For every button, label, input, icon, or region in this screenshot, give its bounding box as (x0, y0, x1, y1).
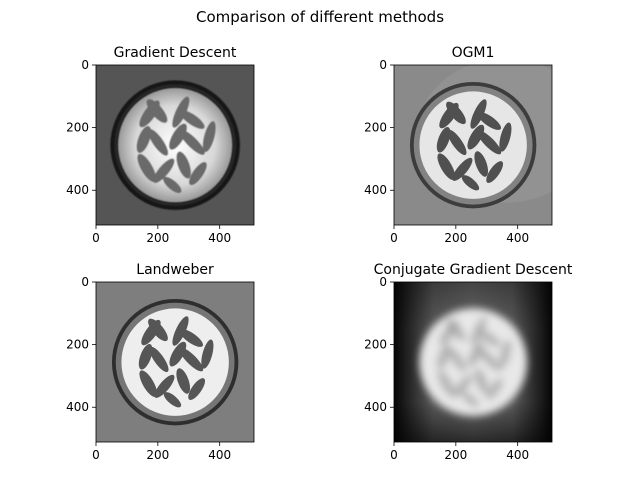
y-tick-label: 400 (364, 183, 387, 197)
y-tick-label: 400 (364, 400, 387, 414)
y-tick-label: 0 (81, 58, 89, 72)
x-tick-label: 200 (146, 231, 169, 245)
subplot-title: OGM1 (452, 45, 495, 61)
axes-frame (393, 281, 553, 443)
axes-frame (95, 64, 255, 226)
subplot-title: Landweber (136, 262, 214, 278)
x-tick-label: 0 (92, 448, 100, 462)
y-tick-label: 0 (81, 275, 89, 289)
image-2 (394, 65, 552, 225)
subplots: 0 200 400 0 200 400 Gradient Descent 0 200 400 0 20… (66, 45, 573, 462)
y-tick-label: 200 (364, 121, 387, 135)
x-tick-label: 0 (390, 448, 398, 462)
subplot-1: 0 200 400 0 200 400 Gradient Descent (66, 45, 255, 245)
subplot-title: Conjugate Gradient Descent (374, 262, 573, 278)
subplot-3: 0 200 400 0 200 400 Landweber (66, 262, 255, 462)
x-tick-label: 400 (506, 448, 529, 462)
x-tick-label: 200 (444, 231, 467, 245)
y-tick-label: 0 (379, 58, 387, 72)
x-tick-label: 0 (390, 231, 398, 245)
image-1 (96, 65, 254, 225)
image-3 (96, 282, 254, 442)
x-tick-label: 0 (92, 231, 100, 245)
y-tick-label: 400 (66, 183, 89, 197)
y-tick-label: 200 (364, 338, 387, 352)
x-tick-label: 200 (444, 448, 467, 462)
y-tick-label: 200 (66, 338, 89, 352)
y-tick-label: 0 (379, 275, 387, 289)
subplot-title: Gradient Descent (114, 45, 237, 61)
figure-suptitle: Comparison of different methods (196, 8, 444, 26)
subplot-2: 0 200 400 0 200 400 OGM1 (364, 45, 553, 245)
x-tick-label: 400 (208, 231, 231, 245)
y-tick-label: 400 (66, 400, 89, 414)
y-tick-label: 200 (66, 121, 89, 135)
x-tick-label: 400 (506, 231, 529, 245)
axes-frame (95, 281, 255, 443)
image-4 (394, 282, 552, 442)
x-tick-label: 400 (208, 448, 231, 462)
subplot-4: 0 200 400 0 200 400 Conjugate Gradient Descent (364, 262, 573, 462)
x-tick-label: 200 (146, 448, 169, 462)
axes-frame (393, 64, 553, 226)
